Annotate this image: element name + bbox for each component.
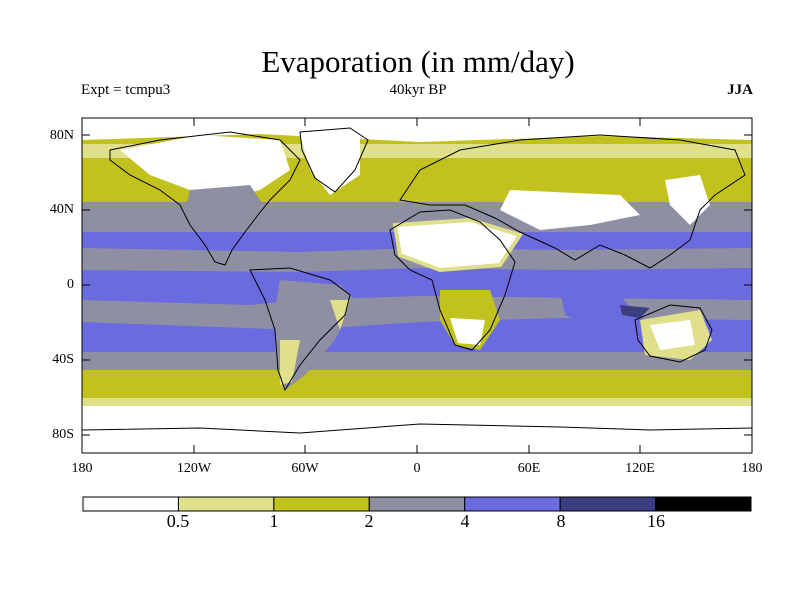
colorbar-swatch bbox=[464, 496, 561, 512]
colorbar-label: 1 bbox=[269, 511, 279, 531]
colorbar-label: 0.5 bbox=[166, 511, 190, 531]
kalahari bbox=[450, 318, 485, 345]
colorbar-label: 2 bbox=[364, 511, 374, 531]
season-label: JJA bbox=[727, 82, 753, 98]
coastline-antarctica bbox=[82, 423, 752, 434]
greenland bbox=[300, 130, 360, 195]
lon-tick-label: 180 bbox=[71, 461, 93, 476]
patagonia bbox=[280, 340, 300, 385]
band-south-pale bbox=[82, 398, 752, 406]
coastline-australia bbox=[634, 304, 713, 363]
colorbar-swatch bbox=[82, 496, 179, 512]
coastline-north-america bbox=[109, 131, 301, 266]
brazil-highlands bbox=[330, 300, 350, 330]
lon-tick-label: 60E bbox=[517, 461, 541, 476]
coastline-greenland bbox=[299, 127, 369, 193]
colorbar bbox=[82, 496, 752, 512]
colorbar-label: 16 bbox=[647, 511, 665, 531]
coastline-eurasia bbox=[399, 134, 746, 269]
lat-tick-label: 40S bbox=[52, 352, 74, 367]
coastline-south-america bbox=[249, 267, 351, 392]
sahara-edge bbox=[392, 217, 524, 273]
colorbar-swatch bbox=[368, 496, 466, 512]
map-ticks bbox=[82, 118, 752, 453]
indian-ocean-max bbox=[620, 305, 650, 318]
lat-tick-label: 80S bbox=[52, 427, 74, 442]
colorbar-label: 8 bbox=[556, 511, 566, 531]
sahara bbox=[395, 220, 520, 270]
period-label: 40kyr BP bbox=[389, 82, 447, 98]
coastline-africa bbox=[389, 209, 516, 351]
lon-tick-label: 120W bbox=[176, 461, 212, 476]
central-asia-desert bbox=[500, 190, 640, 230]
lon-tick-label: 0 bbox=[413, 461, 421, 476]
colorbar-swatch bbox=[177, 496, 275, 512]
coastlines bbox=[82, 127, 752, 434]
lat-tick-label: 80N bbox=[49, 128, 74, 143]
chart-title: Evaporation (in mm/day) bbox=[261, 44, 575, 79]
band-south-grey bbox=[82, 352, 752, 370]
lat-tick-label: 40N bbox=[49, 202, 74, 217]
lon-tick-label: 60W bbox=[291, 461, 319, 476]
lon-tick-label: 120E bbox=[625, 461, 655, 476]
north-america-mid bbox=[185, 185, 270, 232]
colorbar-swatch bbox=[655, 496, 752, 512]
lat-tick-label: 0 bbox=[67, 277, 74, 292]
lon-tick-label: 180 bbox=[741, 461, 763, 476]
colorbar-swatch bbox=[273, 496, 370, 512]
indian-ocean-high bbox=[560, 290, 640, 330]
north-america-north bbox=[120, 135, 290, 200]
map-field bbox=[82, 118, 752, 453]
australia-interior bbox=[650, 320, 695, 350]
colorbar-swatch bbox=[559, 496, 657, 512]
experiment-label: Expt = tcmpu3 bbox=[81, 82, 171, 98]
colorbar-label: 4 bbox=[460, 511, 470, 531]
band-south-yellow bbox=[82, 370, 752, 398]
